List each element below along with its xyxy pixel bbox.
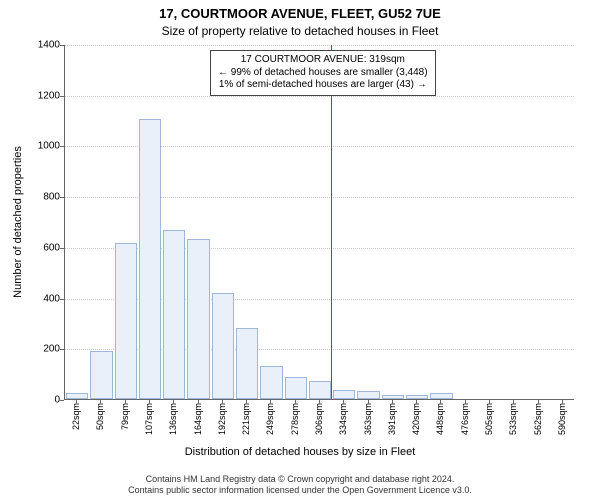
y-tick-label: 1000 (20, 141, 60, 152)
histogram-bar (260, 366, 282, 399)
histogram-bar (187, 239, 209, 399)
y-tick-mark (60, 248, 64, 249)
annotation-box: 17 COURTMOOR AVENUE: 319sqm ← 99% of det… (210, 50, 436, 96)
reference-line (331, 45, 332, 399)
y-tick-label: 0 (20, 395, 60, 406)
y-tick-label: 1200 (20, 90, 60, 101)
x-tick-mark (100, 400, 101, 404)
chart-subtitle: Size of property relative to detached ho… (0, 24, 600, 38)
y-tick-label: 200 (20, 344, 60, 355)
histogram-bar (139, 119, 161, 399)
x-tick-mark (440, 400, 441, 404)
x-tick-label: 391sqm (387, 403, 397, 435)
histogram-bar (66, 393, 88, 399)
x-tick-label: 164sqm (193, 403, 203, 435)
x-tick-mark (173, 400, 174, 404)
x-tick-mark (198, 400, 199, 404)
x-tick-mark (392, 400, 393, 404)
histogram-bar (333, 390, 355, 399)
attribution-footer: Contains HM Land Registry data © Crown c… (0, 474, 600, 497)
plot-area (64, 45, 574, 400)
y-tick-label: 600 (20, 242, 60, 253)
x-tick-label: 363sqm (363, 403, 373, 435)
x-tick-mark (149, 400, 150, 404)
x-tick-label: 136sqm (168, 403, 178, 435)
histogram-bar (430, 393, 452, 399)
annotation-line-1: 17 COURTMOOR AVENUE: 319sqm (218, 54, 428, 67)
y-tick-mark (60, 45, 64, 46)
x-tick-mark (368, 400, 369, 404)
chart-container: 17, COURTMOOR AVENUE, FLEET, GU52 7UE Si… (0, 0, 600, 500)
histogram-bar (357, 391, 379, 399)
y-tick-mark (60, 400, 64, 401)
x-tick-label: 278sqm (290, 403, 300, 435)
footer-line-1: Contains HM Land Registry data © Crown c… (0, 474, 600, 485)
x-tick-label: 476sqm (460, 403, 470, 435)
x-tick-mark (222, 400, 223, 404)
y-tick-label: 400 (20, 293, 60, 304)
x-tick-mark (125, 400, 126, 404)
x-tick-label: 79sqm (120, 403, 130, 430)
x-tick-label: 590sqm (557, 403, 567, 435)
histogram-bar (236, 328, 258, 399)
x-tick-mark (319, 400, 320, 404)
y-tick-mark (60, 96, 64, 97)
histogram-bar (285, 377, 307, 399)
x-tick-label: 420sqm (411, 403, 421, 435)
chart-title: 17, COURTMOOR AVENUE, FLEET, GU52 7UE (0, 6, 600, 21)
x-tick-label: 107sqm (144, 403, 154, 435)
x-axis-label: Distribution of detached houses by size … (0, 446, 600, 458)
y-tick-mark (60, 299, 64, 300)
x-tick-mark (76, 400, 77, 404)
x-tick-mark (489, 400, 490, 404)
histogram-bar (309, 381, 331, 399)
y-tick-mark (60, 349, 64, 350)
x-tick-label: 306sqm (314, 403, 324, 435)
histogram-bar (90, 351, 112, 399)
x-tick-mark (538, 400, 539, 404)
gridline (65, 45, 574, 46)
x-tick-mark (343, 400, 344, 404)
x-tick-label: 221sqm (241, 403, 251, 435)
x-tick-mark (562, 400, 563, 404)
y-axis-label: Number of detached properties (12, 146, 24, 298)
x-tick-mark (295, 400, 296, 404)
x-tick-mark (465, 400, 466, 404)
x-tick-label: 533sqm (508, 403, 518, 435)
x-tick-mark (513, 400, 514, 404)
y-tick-label: 1400 (20, 40, 60, 51)
annotation-line-3: 1% of semi-detached houses are larger (4… (218, 79, 428, 92)
x-tick-label: 334sqm (338, 403, 348, 435)
histogram-bar (163, 230, 185, 399)
x-tick-mark (246, 400, 247, 404)
x-tick-label: 22sqm (71, 403, 81, 430)
histogram-bar (115, 243, 137, 399)
y-tick-label: 800 (20, 192, 60, 203)
annotation-line-2: ← 99% of detached houses are smaller (3,… (218, 67, 428, 80)
x-tick-label: 50sqm (95, 403, 105, 430)
histogram-bar (382, 395, 404, 399)
y-tick-mark (60, 197, 64, 198)
footer-line-2: Contains public sector information licen… (0, 485, 600, 496)
x-tick-label: 562sqm (533, 403, 543, 435)
x-tick-label: 249sqm (265, 403, 275, 435)
histogram-bar (212, 293, 234, 400)
x-tick-mark (270, 400, 271, 404)
y-tick-mark (60, 146, 64, 147)
x-tick-label: 448sqm (435, 403, 445, 435)
histogram-bar (406, 395, 428, 399)
gridline (65, 96, 574, 97)
x-tick-mark (416, 400, 417, 404)
x-tick-label: 192sqm (217, 403, 227, 435)
x-tick-label: 505sqm (484, 403, 494, 435)
